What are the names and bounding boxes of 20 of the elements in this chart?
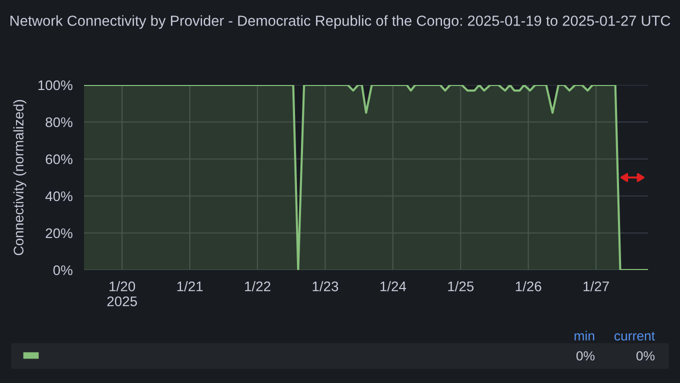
text: 0% xyxy=(576,351,595,361)
y-tick-label: 80% xyxy=(46,117,72,128)
x-tick-label: 1/23 xyxy=(312,281,338,292)
chart-title: Network Connectivity by Provider - Democratic Republic of the Congo: 2025-01-19 to 2025-01-27 UTC xyxy=(10,15,670,29)
y-axis-title: Connectivity (normalized) xyxy=(13,100,26,256)
y-tick-label: 0% xyxy=(53,265,72,276)
y-tick-label: 60% xyxy=(46,154,72,164)
text: 0% xyxy=(636,351,655,361)
x-tick-label: 1/27 xyxy=(584,281,609,292)
x-tick-label: 1/22 xyxy=(245,281,270,292)
x-tick-label: 1/21 xyxy=(177,281,203,292)
x-tick-label: 1/20 2025 xyxy=(107,281,137,306)
x-tick-label: 1/24 xyxy=(380,281,406,292)
x-tick-label: 1/25 xyxy=(448,281,474,292)
y-tick-label: 100% xyxy=(38,80,72,90)
y-tick-label: 20% xyxy=(46,228,72,238)
text: current xyxy=(614,332,655,341)
y-tick-label: 40% xyxy=(45,191,72,202)
text: min xyxy=(574,330,594,340)
x-tick-label: 1/26 xyxy=(516,281,542,292)
